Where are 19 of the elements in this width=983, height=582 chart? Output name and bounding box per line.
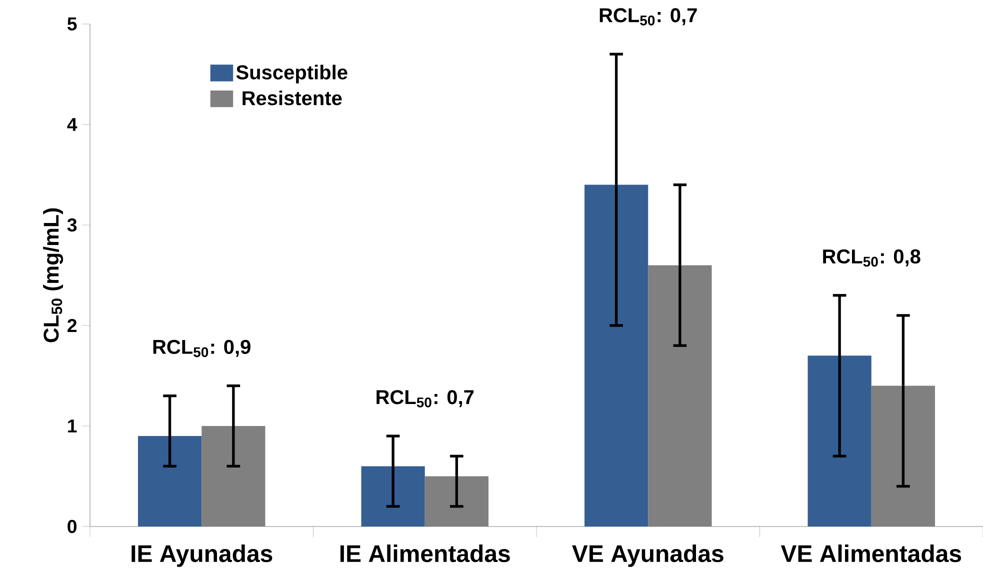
annotation: RCL$_{50}$: 0,8: [823, 249, 920, 266]
y-tick-label: 1: [68, 419, 77, 432]
x-tick-label: VE Ayunadas: [572, 544, 724, 567]
bar: [138, 436, 202, 526]
x-tick-label: IE Alimentadas: [340, 544, 510, 562]
y-tick-label: 3: [67, 218, 77, 232]
y-tick-label: 0: [68, 520, 77, 533]
annotation: RCL$_{50}$: 0,9: [153, 340, 250, 357]
legend-label: Resistente: [242, 90, 342, 106]
annotation: RCL$_{50}$: 0,7: [376, 390, 474, 408]
y-axis-title: CL$_{50}$ (mg/mL): [43, 208, 64, 342]
x-tick-label: VE Alimentadas: [780, 544, 962, 562]
y-tick-label: 5: [67, 17, 77, 30]
legend-label: Susceptible: [236, 64, 348, 84]
annotation: RCL$_{50}$: 0,7: [600, 8, 697, 26]
y-tick-label: 4: [67, 118, 78, 131]
y-tick-label: 2: [68, 318, 77, 332]
bar: [584, 184, 648, 526]
x-tick-label: IE Ayunadas: [132, 544, 272, 567]
